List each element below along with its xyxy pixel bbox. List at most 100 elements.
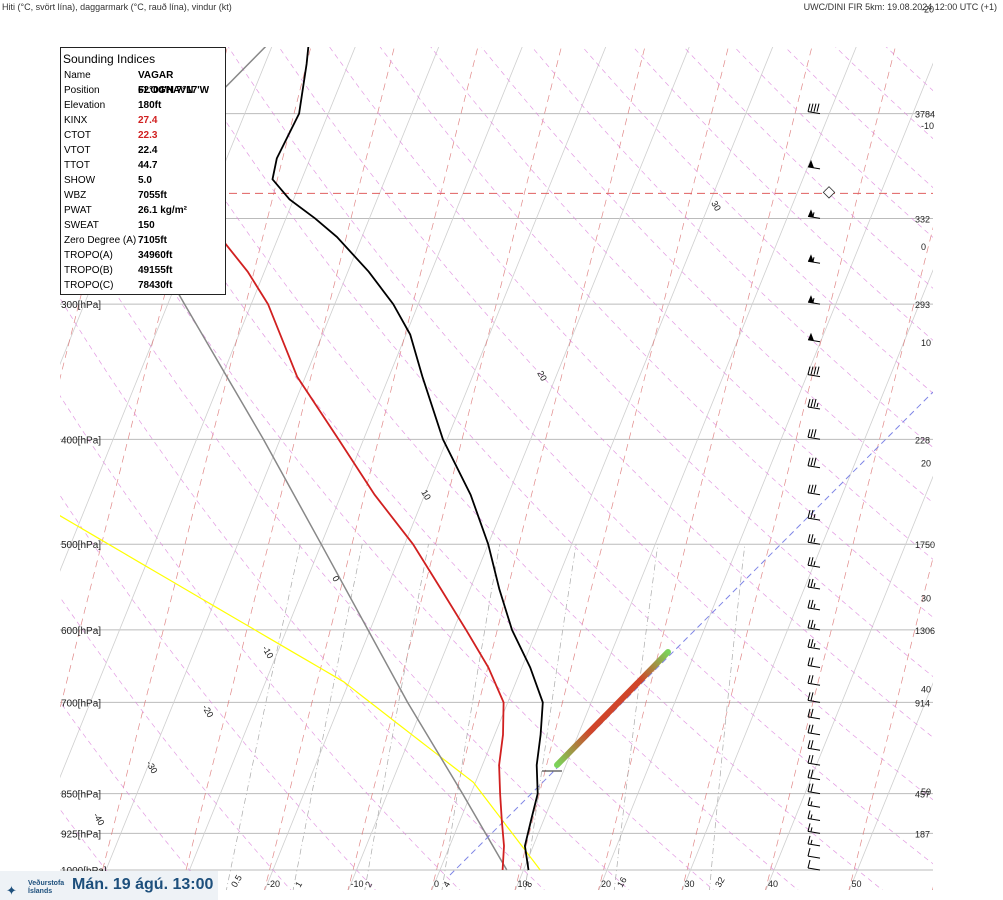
mixing-ratio-line bbox=[226, 544, 301, 890]
dry-adiabat-line bbox=[632, 47, 933, 341]
isotherm-label: -10 bbox=[260, 644, 275, 660]
wind-barb bbox=[807, 619, 821, 631]
height-label: 914 bbox=[915, 698, 930, 708]
indices-key: VTOT bbox=[64, 145, 91, 156]
mixing-ratio-line bbox=[441, 544, 501, 890]
wind-barb bbox=[807, 797, 821, 808]
indices-value: 5.0 bbox=[138, 175, 152, 186]
wind-barb-flag bbox=[807, 810, 811, 819]
dry-adiabat-line bbox=[885, 47, 933, 92]
wind-barb bbox=[807, 724, 821, 736]
wind-barb-flag bbox=[810, 657, 814, 666]
wind-barb-flag bbox=[810, 783, 814, 792]
mixing-ratio-label: 0.5 bbox=[229, 873, 244, 889]
wind-barb bbox=[807, 509, 821, 521]
right-temp-label: -10 bbox=[921, 121, 934, 131]
wind-barb-flag bbox=[807, 657, 811, 666]
wind-barb bbox=[807, 599, 821, 611]
x-tick-label: 20 bbox=[601, 879, 611, 889]
wind-barb-flag bbox=[810, 619, 814, 629]
indices-value: 27.4 bbox=[138, 115, 158, 126]
indices-value: 49155ft bbox=[138, 265, 173, 276]
saturated-adiabat-line bbox=[598, 47, 813, 890]
wind-barb-staff bbox=[807, 586, 821, 590]
sounding-indices-panel: Sounding Indices Name VAGAR FLOGHAVN Posit… bbox=[60, 47, 226, 295]
wind-barb-half-flag bbox=[810, 801, 813, 806]
saturated-adiabat-line bbox=[765, 226, 933, 890]
dewpoint-profile bbox=[60, 47, 505, 871]
wind-barb-flag bbox=[810, 457, 814, 466]
indices-table: Name VAGAR FLOGHAVN Position 62°04'N 7°17'W… bbox=[61, 68, 225, 293]
indices-value: 7055ft bbox=[138, 190, 167, 201]
wind-barb-flag bbox=[813, 103, 817, 112]
wind-barb bbox=[807, 754, 821, 766]
indices-value: 78430ft bbox=[138, 280, 173, 291]
pressure-label: 500[hPa] bbox=[61, 540, 101, 551]
pressure-label: 700[hPa] bbox=[61, 698, 101, 709]
indices-row: Position 62°04'N 7°17'W bbox=[61, 83, 225, 98]
dry-adiabat-line bbox=[582, 47, 933, 394]
wind-barb-half-flag bbox=[810, 814, 813, 819]
logo-text: Veðurstofa Íslands bbox=[28, 880, 64, 896]
model-run-caption: UWC/DINI FIR 5km: 19.08.2024 12:00 UTC (… bbox=[803, 2, 997, 12]
indices-key: PWAT bbox=[64, 205, 92, 216]
wind-barb-staff bbox=[807, 665, 821, 668]
wind-barb bbox=[807, 254, 821, 264]
x-tick-label: -10 bbox=[351, 879, 364, 889]
wind-barb-flag bbox=[807, 708, 811, 718]
isotherm-line bbox=[932, 888, 933, 890]
wind-barb-pennant bbox=[808, 332, 814, 341]
indices-row: CTOT 22.3 bbox=[61, 128, 225, 143]
wind-barb-staff bbox=[807, 747, 821, 751]
weather-office-logo: ✦ Veðurstofa Íslands bbox=[6, 877, 66, 899]
isotherm-label: -30 bbox=[144, 759, 159, 775]
wind-barb-flag bbox=[810, 578, 814, 588]
isotherm-line bbox=[598, 62, 933, 890]
saturated-adiabat-line bbox=[932, 886, 933, 890]
indices-row: SHOW 5.0 bbox=[61, 173, 225, 188]
wind-barb-flag bbox=[810, 429, 814, 438]
dry-adiabat-line bbox=[683, 47, 933, 289]
height-label: 187 bbox=[915, 829, 930, 839]
x-tick-label: 0 bbox=[434, 879, 439, 889]
wind-barb bbox=[807, 457, 821, 469]
right-temp-label: -20 bbox=[921, 5, 934, 15]
wind-barb-flag bbox=[813, 457, 817, 466]
isotherm-label: -40 bbox=[91, 811, 106, 827]
mixing-ratio-line bbox=[613, 544, 659, 890]
wind-barb-flag bbox=[807, 366, 811, 375]
x-tick-label: 30 bbox=[685, 879, 695, 889]
wind-barb-half-flag bbox=[810, 839, 813, 845]
logo-text-line-2: Íslands bbox=[28, 888, 53, 895]
indices-key: TROPO(C) bbox=[64, 280, 114, 291]
wind-barb-flag bbox=[807, 638, 811, 648]
wind-barb-half-flag bbox=[813, 561, 816, 566]
indices-key: TROPO(A) bbox=[64, 250, 113, 261]
wind-barb-flag bbox=[807, 754, 811, 764]
wind-barb-flag bbox=[810, 692, 814, 701]
wind-barb-flag bbox=[810, 557, 814, 566]
wind-barb-flag bbox=[810, 484, 814, 493]
indices-value: 62°04'N 7°17'W bbox=[138, 85, 210, 96]
wind-barb-flag bbox=[807, 724, 811, 733]
wind-barb-half-flag bbox=[813, 582, 816, 588]
wind-barb-flag bbox=[810, 769, 814, 778]
wind-barb-flag bbox=[810, 638, 814, 648]
wind-barb-flag bbox=[807, 557, 811, 566]
wind-barb-staff bbox=[807, 843, 821, 847]
pressure-label: 300[hPa] bbox=[61, 300, 101, 311]
dry-adiabat-line bbox=[177, 47, 933, 865]
wind-barb-flag bbox=[807, 534, 811, 543]
wind-barb-staff bbox=[807, 517, 821, 521]
right-temp-label: 0 bbox=[921, 242, 926, 252]
saturated-adiabat-line bbox=[681, 47, 896, 890]
dry-adiabat-line bbox=[531, 47, 933, 448]
indices-row: Zero Degree (A) 7105ft bbox=[61, 233, 225, 248]
isotherm-label: 0 bbox=[330, 574, 341, 583]
wind-barb-flag bbox=[810, 740, 814, 749]
wind-barb-half-flag bbox=[813, 623, 816, 629]
indices-key: WBZ bbox=[64, 190, 87, 201]
wind-barb-staff bbox=[807, 627, 821, 631]
